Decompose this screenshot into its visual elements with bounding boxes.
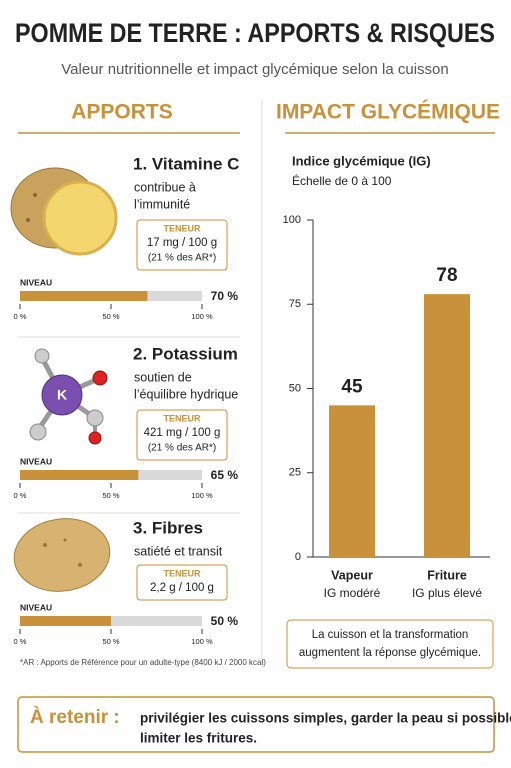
content-label: TENEUR xyxy=(163,413,201,423)
y-tick-label: 0 xyxy=(295,551,301,563)
level-bar xyxy=(20,291,148,301)
tick-label: 0 % xyxy=(14,312,27,321)
item-text: l’équilibre hydrique xyxy=(134,387,238,401)
item-title: 1. Vitamine C xyxy=(133,154,239,173)
x-tick-label: Friture xyxy=(427,568,467,582)
content-box xyxy=(136,219,228,271)
y-tick-label: 25 xyxy=(289,467,301,479)
content-text: (21 % des AR*) xyxy=(148,443,216,454)
title: POMME DE TERRE : APPORTS & RISQUES xyxy=(15,18,495,48)
chart-subtitle: Indice glycémique (IG) xyxy=(292,153,431,168)
content-text: 17 mg / 100 g xyxy=(147,237,217,249)
level-value: 70 % xyxy=(211,289,239,303)
tick-label: 0 % xyxy=(14,637,27,646)
content-text: 421 mg / 100 g xyxy=(144,427,221,439)
section-title: APPORTS xyxy=(71,101,173,124)
chart-note: augmentent la réponse glycémique. xyxy=(299,647,481,659)
level-bar xyxy=(20,616,111,626)
content-text: 2,2 g / 100 g xyxy=(150,582,214,594)
item-text: soutien de xyxy=(134,370,192,384)
item-text: satiété et transit xyxy=(134,544,223,558)
tick-label: 100 % xyxy=(191,491,213,500)
molecule-illustration: K xyxy=(29,348,108,445)
takeaway-box xyxy=(17,696,495,753)
item-title: 2. Potassium xyxy=(133,344,238,363)
bar xyxy=(424,294,470,557)
level-label: NIVEAU xyxy=(20,277,52,287)
item-text: l’immunité xyxy=(134,197,190,211)
level-bar xyxy=(20,470,139,480)
potato-illustration xyxy=(13,518,111,592)
x-tick-note: IG modéré xyxy=(324,586,381,600)
tick-label: 50 % xyxy=(102,312,119,321)
data-label: 78 xyxy=(436,265,457,286)
y-tick-label: 100 xyxy=(283,214,301,226)
y-tick-label: 50 xyxy=(289,382,301,394)
content-label: TENEUR xyxy=(163,223,201,233)
note-box xyxy=(286,619,494,669)
subtitle: Valeur nutritionnelle et impact glycémiq… xyxy=(61,61,448,78)
item-title: 3. Fibres xyxy=(133,518,203,537)
tick-label: 100 % xyxy=(191,312,213,321)
level-value: 65 % xyxy=(211,468,239,482)
footnote: *AR : Apports de Référence pour un adult… xyxy=(20,658,266,667)
content-box xyxy=(136,409,228,461)
level-label: NIVEAU xyxy=(20,602,52,612)
molecule-label: K xyxy=(57,387,67,403)
content-label: TENEUR xyxy=(163,568,201,578)
chart-note: La cuisson et la transformation xyxy=(312,629,469,641)
chart-axis-note: Échelle de 0 à 100 xyxy=(292,173,392,188)
tick-label: 100 % xyxy=(191,637,213,646)
takeaway-text: limiter les fritures. xyxy=(140,731,257,746)
tick-label: 50 % xyxy=(102,491,119,500)
tick-label: 0 % xyxy=(14,491,27,500)
x-tick-note: IG plus élevé xyxy=(412,586,482,600)
level-value: 50 % xyxy=(211,614,239,628)
content-text: (21 % des AR*) xyxy=(148,253,216,264)
x-tick-label: Vapeur xyxy=(331,568,373,582)
level-label: NIVEAU xyxy=(20,456,52,466)
data-label: 45 xyxy=(341,376,363,397)
content-box xyxy=(136,564,228,601)
section-title: IMPACT GLYCÉMIQUE xyxy=(276,101,500,124)
bar xyxy=(329,405,375,557)
item-text: contribue à xyxy=(134,180,196,194)
takeaway-label: À retenir : xyxy=(30,706,120,728)
potato-illustration xyxy=(10,167,118,256)
y-tick-label: 75 xyxy=(289,298,301,310)
takeaway-text: privilégier les cuissons simples, garder… xyxy=(140,711,511,726)
tick-label: 50 % xyxy=(102,637,119,646)
